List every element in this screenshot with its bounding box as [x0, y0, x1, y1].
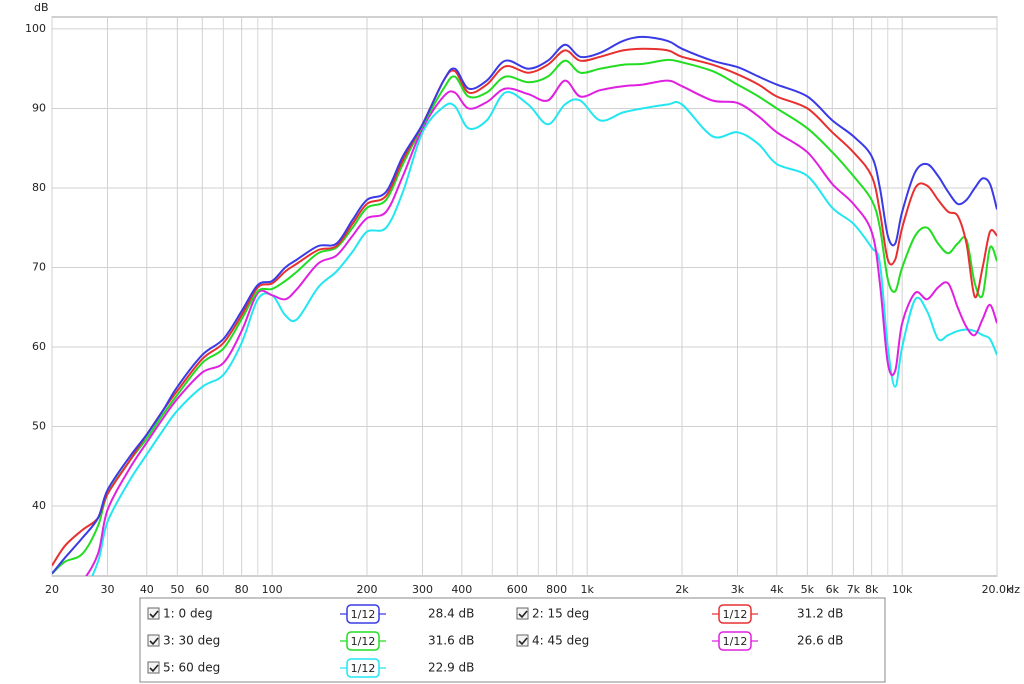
smoothing-box: [718, 631, 752, 651]
legend-level: 28.4 dB: [428, 607, 474, 621]
legend-smoothing: 1/12: [351, 635, 376, 648]
series-line: [52, 35, 997, 575]
legend-box: [139, 597, 886, 683]
checkbox-check: [518, 610, 528, 619]
legend-smoothing: 1/12: [351, 608, 376, 621]
x-tick-label: 80: [235, 583, 249, 596]
x-tick-label: 20.0k: [982, 583, 1013, 596]
legend-name: 4: 45 deg: [532, 634, 589, 648]
smoothing-box: [718, 604, 752, 624]
legend-name: 1: 0 deg: [163, 607, 213, 621]
y-tick-label: 90: [32, 101, 46, 114]
legend-smoothing: 1/12: [723, 608, 748, 621]
smoothing-box: [346, 631, 380, 651]
x-tick-label: 600: [507, 583, 528, 596]
legend-level: 31.6 dB: [428, 634, 474, 648]
series-line: [52, 47, 997, 567]
x-tick-label: 2k: [675, 583, 689, 596]
x-tick-label: 30: [100, 583, 114, 596]
legend-name: 5: 60 deg: [163, 661, 220, 675]
legend-checkbox: [516, 634, 529, 647]
legend-level: 26.6 dB: [797, 634, 843, 648]
x-tick-label: 400: [451, 583, 472, 596]
x-tick-label: 5k: [801, 583, 815, 596]
checkbox-check: [149, 637, 159, 646]
legend-checkbox: [516, 607, 529, 620]
y-tick-label: 50: [32, 420, 46, 433]
y-tick-label: 40: [32, 499, 46, 512]
x-tick-label: 10k: [892, 583, 913, 596]
x-tick-label: 8k: [865, 583, 879, 596]
series-line: [52, 58, 997, 575]
x-tick-label: 4k: [770, 583, 784, 596]
series-line: [91, 91, 997, 576]
x-tick-label: 6k: [826, 583, 840, 596]
x-tick-label: 40: [140, 583, 154, 596]
legend-checkbox: [147, 661, 160, 674]
x-tick-label: 50: [170, 583, 184, 596]
x-tick-label: 100: [262, 583, 283, 596]
y-tick-label: 60: [32, 340, 46, 353]
plot-lines: [52, 35, 997, 576]
legend-level: 31.2 dB: [797, 607, 843, 621]
smoothing-box: [346, 604, 380, 624]
legend-name: 2: 15 deg: [532, 607, 589, 621]
x-tick-label: 800: [546, 583, 567, 596]
legend-smoothing: 1/12: [351, 662, 376, 675]
checkbox-check: [149, 664, 159, 673]
legend-name: 3: 30 deg: [163, 634, 220, 648]
plot-area: [51, 16, 998, 577]
x-tick-label: 20: [45, 583, 59, 596]
checkbox-check: [149, 610, 159, 619]
x-tick-label: 1k: [580, 583, 594, 596]
smoothing-box: [346, 658, 380, 678]
x-tick-label: 60: [195, 583, 209, 596]
legend-checkbox: [147, 634, 160, 647]
legend-checkbox: [147, 607, 160, 620]
x-axis-label: Hz: [1006, 583, 1020, 596]
y-axis-label: dB: [34, 1, 49, 14]
legend-smoothing: 1/12: [723, 635, 748, 648]
y-tick-label: 100: [25, 22, 46, 35]
x-tick-label: 300: [412, 583, 433, 596]
y-tick-label: 70: [32, 260, 46, 273]
x-tick-label: 200: [357, 583, 378, 596]
checkbox-check: [518, 637, 528, 646]
x-tick-label: 7k: [847, 583, 861, 596]
legend-level: 22.9 dB: [428, 661, 474, 675]
y-tick-label: 80: [32, 181, 46, 194]
x-tick-label: 3k: [731, 583, 745, 596]
series-line: [85, 79, 997, 576]
